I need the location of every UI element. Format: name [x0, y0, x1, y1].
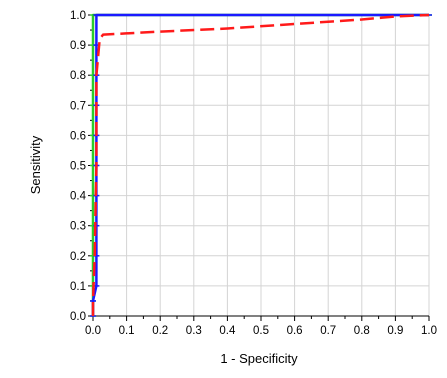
- x-tick-label: 0.9: [387, 325, 403, 337]
- x-tick-label: 0.4: [219, 325, 236, 337]
- y-tick-label: 0.2: [70, 251, 86, 263]
- x-tick-label: 0.7: [320, 325, 336, 337]
- series-3: [91, 13, 430, 316]
- axes: [88, 14, 430, 321]
- x-tick-label: 0.8: [354, 325, 370, 337]
- y-tick-label: 0.4: [70, 191, 87, 203]
- y-tick-label: 0.1: [70, 281, 86, 293]
- x-tick-label: 0.6: [287, 325, 303, 337]
- x-tick-label: 0.2: [152, 325, 168, 337]
- x-tick-label: 1.0: [421, 325, 437, 337]
- y-tick-label: 0.6: [70, 130, 86, 142]
- y-tick-label: 0.7: [70, 100, 86, 112]
- x-axis-title: 1 - Specificity: [220, 351, 298, 366]
- y-tick-labels: 0.0 0.1 0.2 0.3 0.4 0.5 0.6 0.7 0.8 0.9 1.0: [70, 10, 87, 323]
- y-axis-title: Sensitivity: [28, 135, 43, 194]
- y-tick-label: 1.0: [70, 10, 86, 22]
- x-tick-labels: 0.0 0.1 0.2 0.3 0.4 0.5 0.6 0.7 0.8 0.9 1.0: [85, 325, 437, 337]
- x-tick-label: 0.0: [85, 325, 101, 337]
- y-tick-label: 0.3: [70, 221, 86, 233]
- x-tick-label: 0.3: [186, 325, 202, 337]
- y-tick-label: 0.8: [70, 70, 86, 82]
- series-line: [91, 13, 430, 316]
- x-tick-label: 0.5: [253, 325, 269, 337]
- y-tick-label: 0.0: [70, 311, 86, 323]
- y-tick-label: 0.9: [70, 40, 86, 52]
- x-tick-label: 0.1: [119, 325, 135, 337]
- grid: [93, 14, 430, 316]
- series-lines: [90, 13, 432, 317]
- y-tick-label: 0.5: [70, 161, 86, 173]
